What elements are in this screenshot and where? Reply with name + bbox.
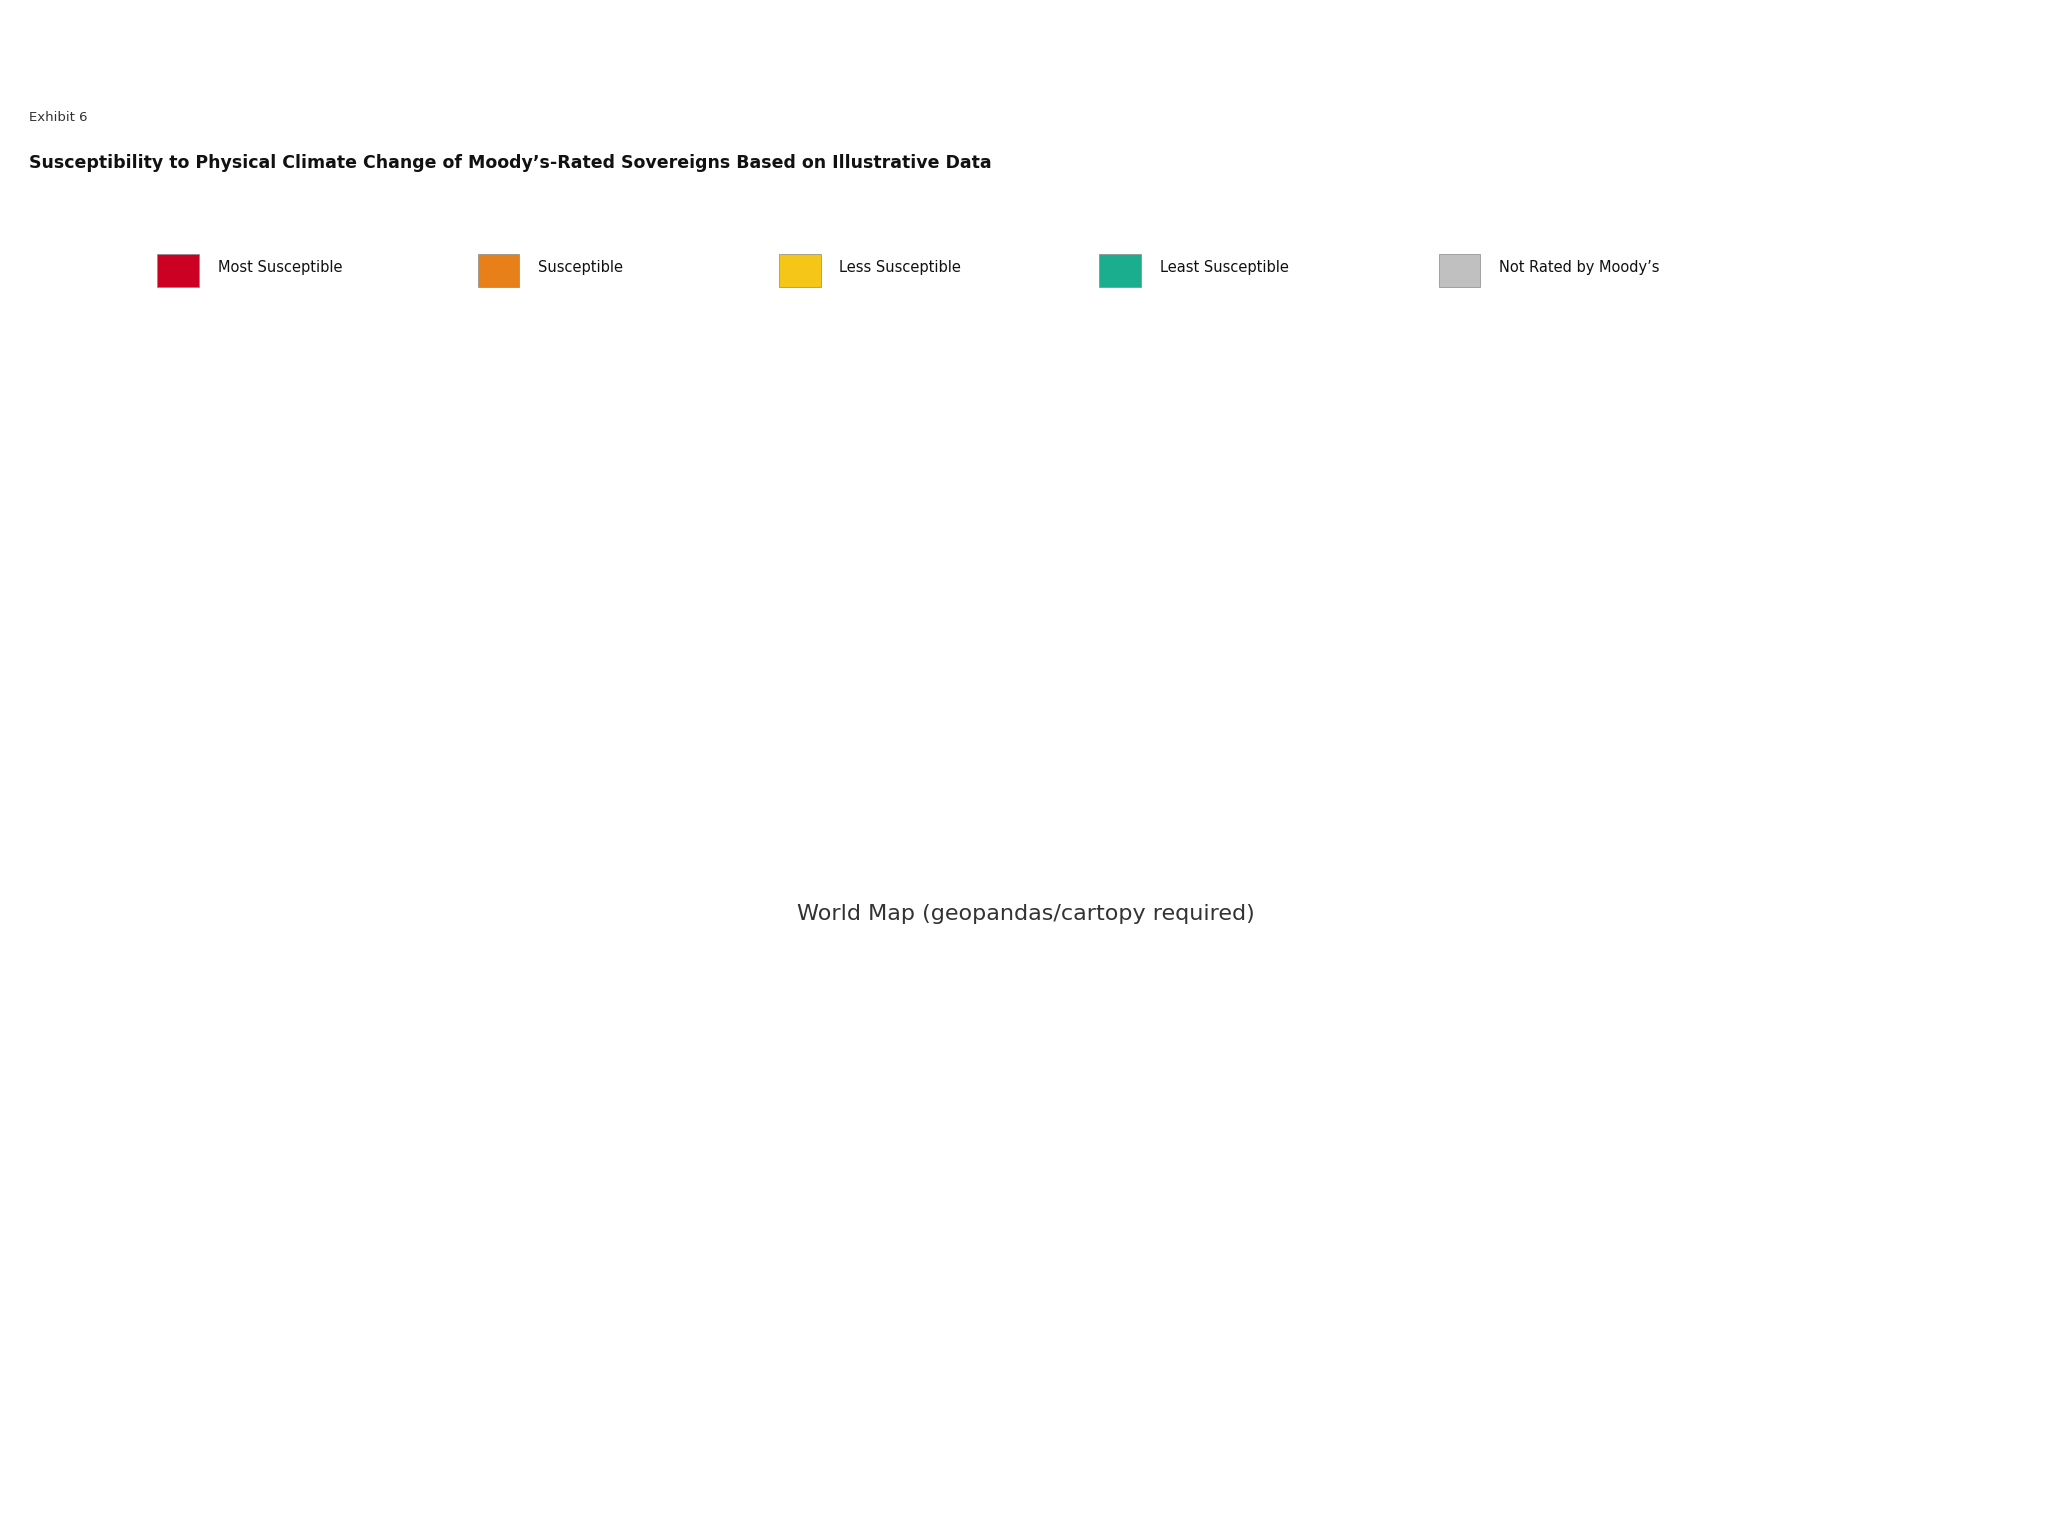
FancyBboxPatch shape — [158, 255, 199, 287]
Text: Less Susceptible: Less Susceptible — [840, 260, 961, 275]
Text: Least Susceptible: Least Susceptible — [1159, 260, 1288, 275]
FancyBboxPatch shape — [1438, 255, 1481, 287]
Text: MOODY'S INVESTORS SERVICE: MOODY'S INVESTORS SERVICE — [16, 34, 395, 54]
Text: Most Susceptible: Most Susceptible — [217, 260, 342, 275]
FancyBboxPatch shape — [477, 255, 518, 287]
FancyBboxPatch shape — [778, 255, 821, 287]
Text: Not Rated by Moody’s: Not Rated by Moody’s — [1499, 260, 1659, 275]
FancyBboxPatch shape — [1100, 255, 1141, 287]
Text: Susceptible: Susceptible — [539, 260, 623, 275]
Text: Exhibit 6: Exhibit 6 — [29, 111, 88, 124]
Text: World Map (geopandas/cartopy required): World Map (geopandas/cartopy required) — [797, 903, 1255, 925]
Text: Susceptibility to Physical Climate Change of Moody’s-Rated Sovereigns Based on I: Susceptibility to Physical Climate Chang… — [29, 154, 991, 172]
